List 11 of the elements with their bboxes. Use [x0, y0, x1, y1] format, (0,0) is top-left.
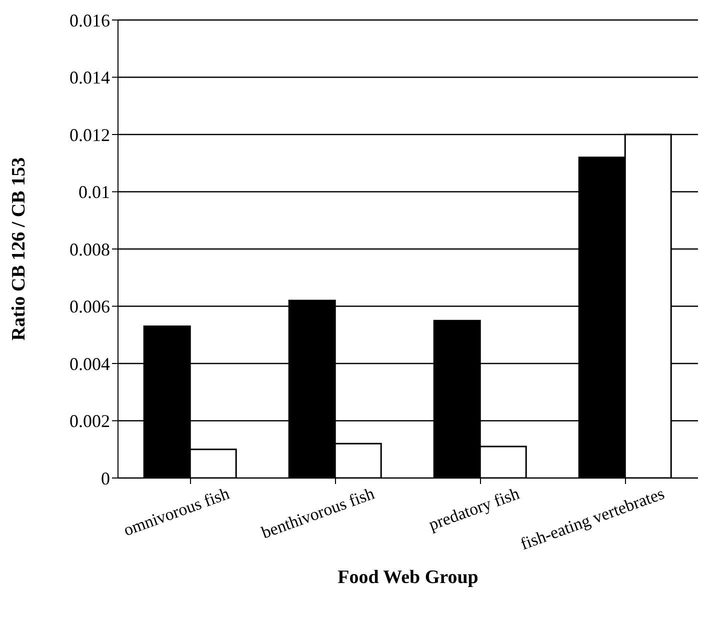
y-axis-title: Ratio CB 126 / CB 153	[8, 157, 30, 341]
y-tick-label: 0.002	[70, 411, 110, 432]
y-tick-label: 0.016	[70, 10, 110, 30]
y-tick-label: 0.008	[70, 239, 110, 260]
y-tick-label: 0.014	[70, 68, 110, 88]
y-tick-label: 0	[101, 468, 110, 488]
y-tick-label: 0.006	[70, 296, 110, 317]
y-tick-label: 0.01	[78, 182, 110, 202]
x-axis-title: Food Web Group	[338, 567, 478, 588]
y-tick-label: 0.004	[70, 354, 110, 374]
y-tick-label: 0.012	[70, 124, 110, 145]
